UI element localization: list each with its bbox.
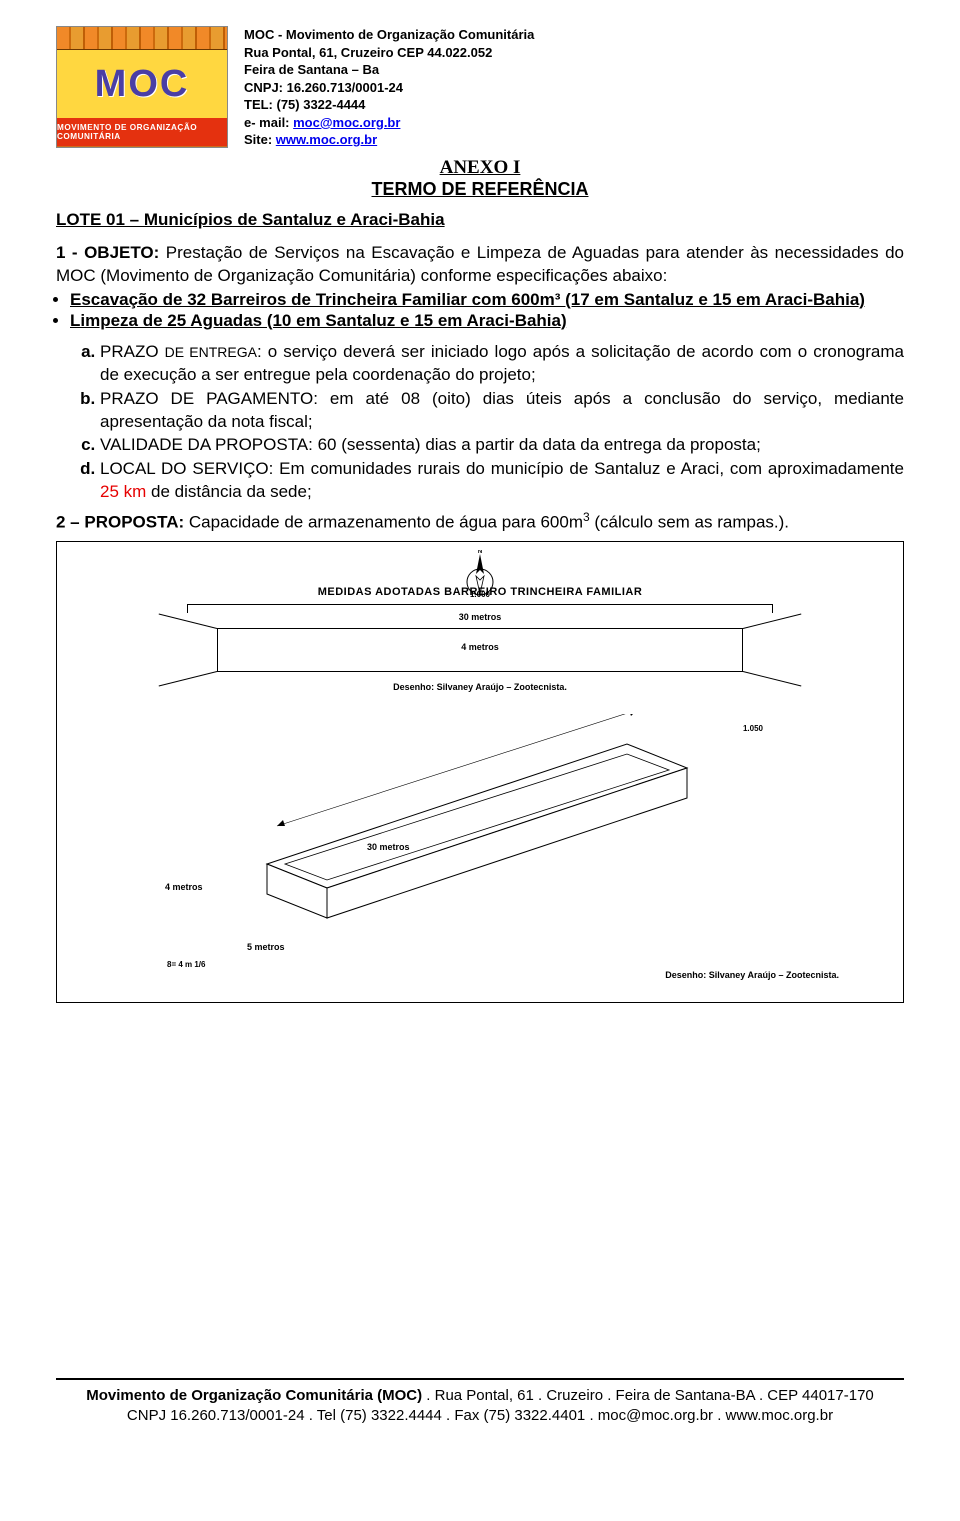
- letter-list: PRAZO DE ENTREGA: o serviço deverá ser i…: [56, 341, 904, 505]
- scale-base-label: 8= 4 m 1/6: [167, 960, 205, 969]
- scale-3d-label: 1.050: [743, 724, 763, 733]
- moc-logo: MOC MOVIMENTO DE ORGANIZAÇÃO COMUNITÁRIA: [56, 26, 228, 148]
- logo-mid: MOC: [57, 50, 227, 118]
- proposta-post: (cálculo sem as rampas.).: [590, 513, 789, 532]
- logo-subtitle: MOVIMENTO DE ORGANIZAÇÃO COMUNITÁRIA: [57, 118, 227, 146]
- site-link[interactable]: www.moc.org.br: [276, 132, 377, 147]
- scale-top-label: 1.000: [470, 590, 490, 599]
- footer-addr: . Rua Pontal, 61 . Cruzeiro . Feira de S…: [422, 1387, 874, 1404]
- left-4-label: 4 metros: [165, 882, 203, 892]
- email-label: e- mail:: [244, 115, 293, 130]
- objeto-paragraph: 1 - OBJETO: Prestação de Serviços na Esc…: [56, 242, 904, 288]
- spec-bullets: Escavação de 32 Barreiros de Trincheira …: [56, 290, 904, 331]
- author1: Desenho: Silvaney Araújo – Zootecnista.: [393, 682, 567, 692]
- diagram-container: N MEDIDAS ADOTADAS BARREIRO TRINCHEIRA F…: [56, 541, 904, 1003]
- page-footer: Movimento de Organização Comunitária (MO…: [56, 1378, 904, 1427]
- item-a: PRAZO DE ENTREGA: o serviço deverá ser i…: [100, 341, 904, 387]
- proposta-line: 2 – PROPOSTA: Capacidade de armazenament…: [56, 510, 904, 533]
- org-address2: Feira de Santana – Ba: [244, 61, 534, 79]
- objeto-text: Prestação de Serviços na Escavação e Lim…: [56, 243, 904, 285]
- document-page: MOC MOVIMENTO DE ORGANIZAÇÃO COMUNITÁRIA…: [0, 0, 960, 1436]
- org-site-row: Site: www.moc.org.br: [244, 131, 534, 149]
- footer-org: Movimento de Organização Comunitária (MO…: [86, 1387, 422, 1404]
- org-address1: Rua Pontal, 61, Cruzeiro CEP 44.022.052: [244, 44, 534, 62]
- item-c: VALIDADE DA PROPOSTA: 60 (sessenta) dias…: [100, 434, 904, 457]
- a-pre: PRAZO: [100, 342, 165, 361]
- site-label: Site:: [244, 132, 276, 147]
- org-name: MOC - Movimento de Organização Comunitár…: [244, 26, 534, 44]
- logo-decor-top: [57, 27, 227, 50]
- ramp-left: [157, 618, 217, 682]
- footer-line2: CNPJ 16.260.713/0001-24 . Tel (75) 3322.…: [56, 1406, 904, 1426]
- org-email-row: e- mail: moc@moc.org.br: [244, 114, 534, 132]
- bullet-limpeza: Limpeza de 25 Aguadas (10 em Santaluz e …: [70, 311, 904, 331]
- svg-text:N: N: [478, 550, 482, 555]
- d-pre: LOCAL DO SERVIÇO: Em comunidades rurais …: [100, 459, 904, 478]
- footer-line1: Movimento de Organização Comunitária (MO…: [56, 1386, 904, 1406]
- org-info-block: MOC - Movimento de Organização Comunitár…: [244, 26, 534, 149]
- lote-heading: LOTE 01 – Municípios de Santaluz e Araci…: [56, 210, 904, 230]
- org-tel: TEL: (75) 3322-4444: [244, 96, 534, 114]
- email-link[interactable]: moc@moc.org.br: [293, 115, 400, 130]
- item-d: LOCAL DO SERVIÇO: Em comunidades rurais …: [100, 458, 904, 504]
- objeto-lead: 1 - OBJETO:: [56, 243, 159, 262]
- ramp-right: [743, 618, 803, 682]
- proposta-lead: 2 – PROPOSTA:: [56, 513, 184, 532]
- d-post: de distância da sede;: [146, 482, 311, 501]
- width-30-label: 30 metros: [459, 612, 502, 622]
- author2: Desenho: Silvaney Araújo – Zootecnista.: [665, 970, 839, 980]
- a-small: DE ENTREGA: [165, 344, 257, 360]
- item-b: PRAZO DE PAGAMENTO: em até 08 (oito) dia…: [100, 388, 904, 434]
- anexo-title: ANEXO I: [56, 157, 904, 179]
- proposta-pre: Capacidade de armazenamento de água para…: [184, 513, 583, 532]
- width-30b-label: 30 metros: [367, 842, 410, 852]
- base-5-label: 5 metros: [247, 942, 285, 952]
- height-4-label: 4 metros: [461, 642, 499, 652]
- proposta-sup: 3: [583, 510, 590, 524]
- logo-acronym: MOC: [95, 63, 190, 106]
- block-3d: [207, 714, 727, 924]
- d-red: 25 km: [100, 482, 146, 501]
- org-cnpj: CNPJ: 16.260.713/0001-24: [244, 79, 534, 97]
- letterhead: MOC MOVIMENTO DE ORGANIZAÇÃO COMUNITÁRIA…: [56, 26, 904, 149]
- termo-title: TERMO DE REFERÊNCIA: [56, 179, 904, 200]
- bullet-escavacao: Escavação de 32 Barreiros de Trincheira …: [70, 290, 904, 310]
